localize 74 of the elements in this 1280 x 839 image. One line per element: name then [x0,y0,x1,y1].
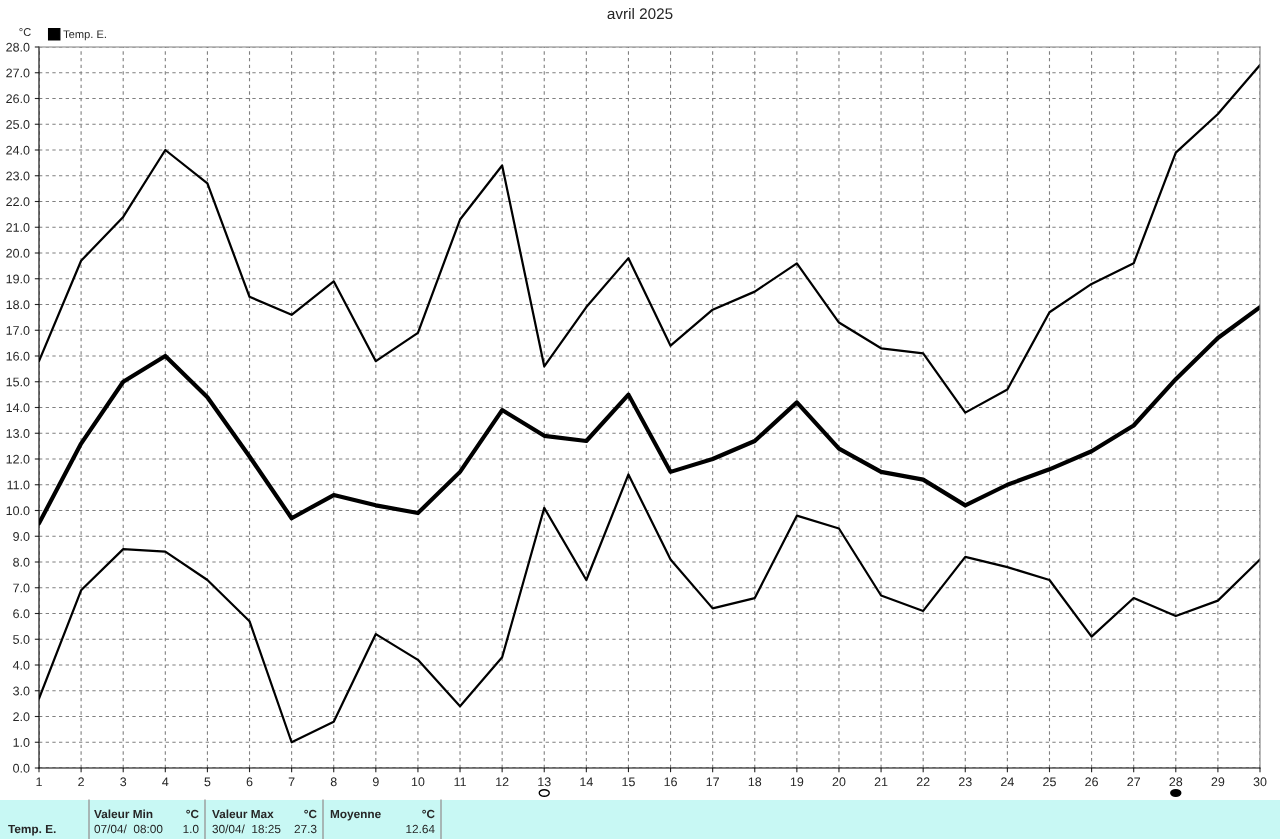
x-tick-label: 8 [330,777,337,787]
text: Temp. E. [8,824,56,836]
text: Valeur Max [212,809,274,819]
x-tick-label: 21 [874,777,888,787]
y-tick-label: 24.0 [6,145,30,155]
x-tick-label: 14 [580,777,593,787]
text: 07/04/ 08:00 [94,824,163,834]
x-tick-label: 5 [204,777,211,787]
x-tick-label: 13 [538,777,551,787]
y-tick-label: 22.0 [6,197,30,207]
y-axis-title: °C [19,28,31,36]
y-tick-label: 28.0 [6,42,30,52]
y-tick-label: 16.0 [6,351,30,361]
y-tick-label: 5.0 [13,635,30,644]
x-tick-label: 20 [832,777,846,787]
y-tick-label: 19.0 [6,274,30,284]
x-tick-label: 22 [916,777,930,787]
y-tick-label: 25.0 [6,120,30,129]
x-tick-label: 18 [748,777,762,787]
y-tick-label: 9.0 [13,532,30,541]
y-tick-label: 17.0 [6,326,30,335]
x-tick-label: 19 [790,777,804,787]
text: °C [422,809,435,819]
y-tick-label: 14.0 [6,403,30,413]
y-tick-label: 6.0 [13,609,30,619]
x-tick-label: 25 [1043,777,1056,787]
y-tick-label: 1.0 [13,738,30,747]
y-tick-label: 2.0 [13,712,30,722]
x-tick-label: 15 [622,777,635,787]
y-tick-label: 27.0 [6,68,30,78]
x-tick-label: 10 [411,777,425,787]
x-tick-label: 3 [120,777,127,787]
legend-label: Temp. E. [63,30,106,41]
text: 12.64 [406,824,435,834]
text: °C [304,809,317,819]
text: Valeur Min [94,809,153,819]
chart-title: avril 2025 [607,7,673,20]
text: Moyenne [330,809,381,821]
x-tick-label: 26 [1085,777,1098,787]
x-tick-label: 23 [958,777,972,787]
y-tick-label: 18.0 [6,300,30,310]
x-tick-label: 1 [36,777,42,787]
y-tick-label: 20.0 [6,248,30,258]
y-tick-label: 13.0 [6,429,30,438]
y-tick-label: 0.0 [13,763,30,773]
y-tick-label: 8.0 [13,557,30,567]
x-tick-label: 2 [78,777,84,787]
y-tick-label: 12.0 [6,454,30,464]
text: 30/04/ 18:25 [212,824,281,834]
x-tick-label: 16 [664,777,677,787]
y-tick-label: 23.0 [6,171,30,181]
x-tick-label: 27 [1127,777,1141,787]
x-tick-label: 12 [496,777,509,787]
x-tick-label: 11 [454,777,466,787]
x-tick-label: 24 [1001,777,1014,787]
y-tick-label: 3.0 [13,686,30,696]
x-tick-label: 30 [1253,777,1267,787]
x-tick-label: 4 [162,777,169,787]
y-tick-label: 7.0 [13,583,30,593]
x-tick-label: 29 [1211,777,1225,787]
x-tick-label: 28 [1169,777,1183,787]
x-tick-label: 7 [288,777,295,787]
text: °C [186,809,199,819]
y-tick-label: 26.0 [6,94,30,104]
y-tick-label: 21.0 [6,223,30,232]
x-tick-label: 17 [706,777,719,787]
x-tick-label: 6 [246,777,253,787]
text: 27.3 [294,824,317,834]
y-tick-label: 11.0 [7,480,30,490]
x-tick-label: 9 [372,777,379,787]
y-tick-label: 15.0 [6,377,30,387]
y-tick-label: 10.0 [6,506,30,516]
text: 1.0 [183,824,199,834]
y-tick-label: 4.0 [12,660,30,670]
